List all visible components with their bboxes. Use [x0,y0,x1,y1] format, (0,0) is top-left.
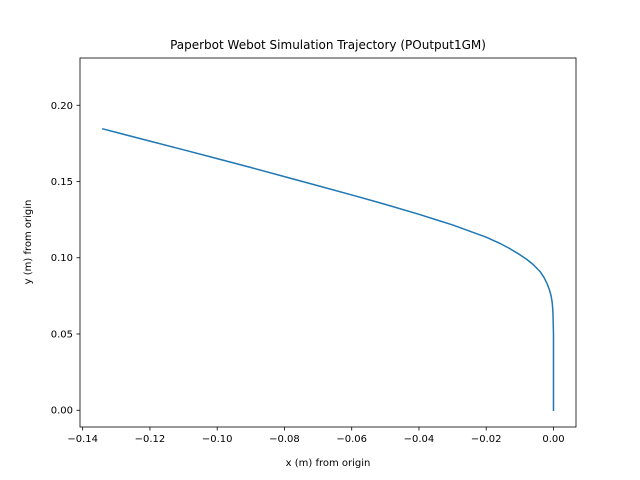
y-tick-label: 0.00 [51,406,73,417]
x-tick-label: −0.04 [404,434,435,445]
plot-area: −0.14 −0.12 −0.10 −0.08 −0.06 −0.04 −0.02 0.00 0… [51,57,577,445]
x-tick-label: −0.02 [471,434,502,445]
x-axis-label: x (m) from origin [286,458,371,469]
y-tick-label: 0.20 [51,101,73,112]
y-axis-label: y (m) from origin [23,200,34,285]
axes-frame [79,57,577,428]
x-tick-label: −0.12 [135,434,166,445]
series-line-0 [101,127,555,411]
x-tick-label: −0.08 [269,434,300,445]
y-tick-label: 0.15 [51,177,73,188]
chart-title: Paperbot Webot Simulation Trajectory (PO… [170,38,486,52]
y-tick-label: 0.10 [51,253,73,264]
x-tick-label: −0.06 [336,434,367,445]
x-tick-label: −0.14 [67,434,98,445]
x-tick-label: 0.00 [542,434,564,445]
x-tick-label: −0.10 [202,434,233,445]
y-tick-label: 0.05 [51,329,73,340]
